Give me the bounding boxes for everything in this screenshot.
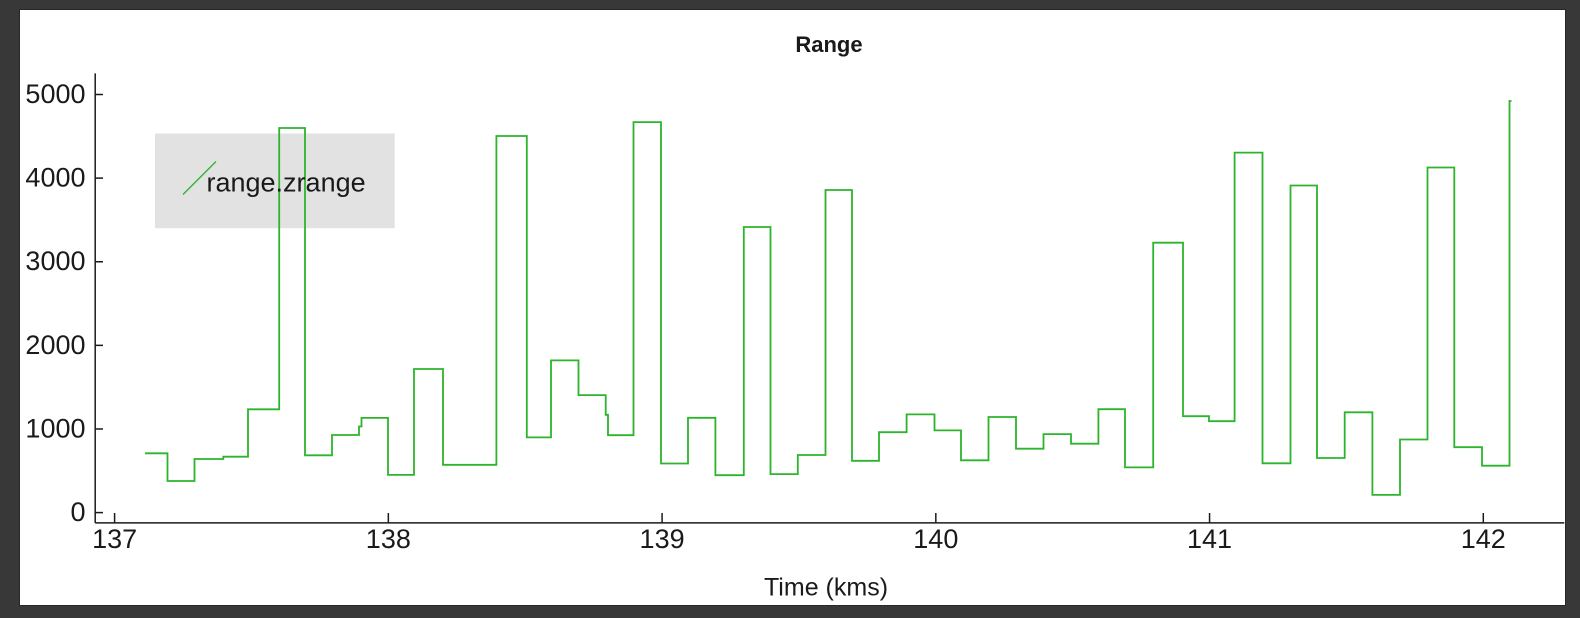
svg-text:4000: 4000 bbox=[25, 163, 85, 193]
svg-text:1000: 1000 bbox=[25, 413, 85, 443]
svg-text:141: 141 bbox=[1187, 524, 1232, 554]
svg-text:Range: Range bbox=[795, 32, 862, 57]
svg-text:139: 139 bbox=[640, 524, 685, 554]
svg-text:142: 142 bbox=[1461, 524, 1506, 554]
svg-text:0: 0 bbox=[70, 497, 85, 527]
svg-text:2000: 2000 bbox=[25, 330, 85, 360]
svg-text:Time (kms): Time (kms) bbox=[764, 574, 888, 602]
svg-text:140: 140 bbox=[913, 524, 958, 554]
svg-text:3000: 3000 bbox=[25, 246, 85, 276]
svg-text:137: 137 bbox=[92, 524, 137, 554]
svg-text:range.zrange: range.zrange bbox=[207, 168, 366, 198]
svg-text:138: 138 bbox=[366, 524, 411, 554]
svg-text:5000: 5000 bbox=[25, 79, 85, 109]
